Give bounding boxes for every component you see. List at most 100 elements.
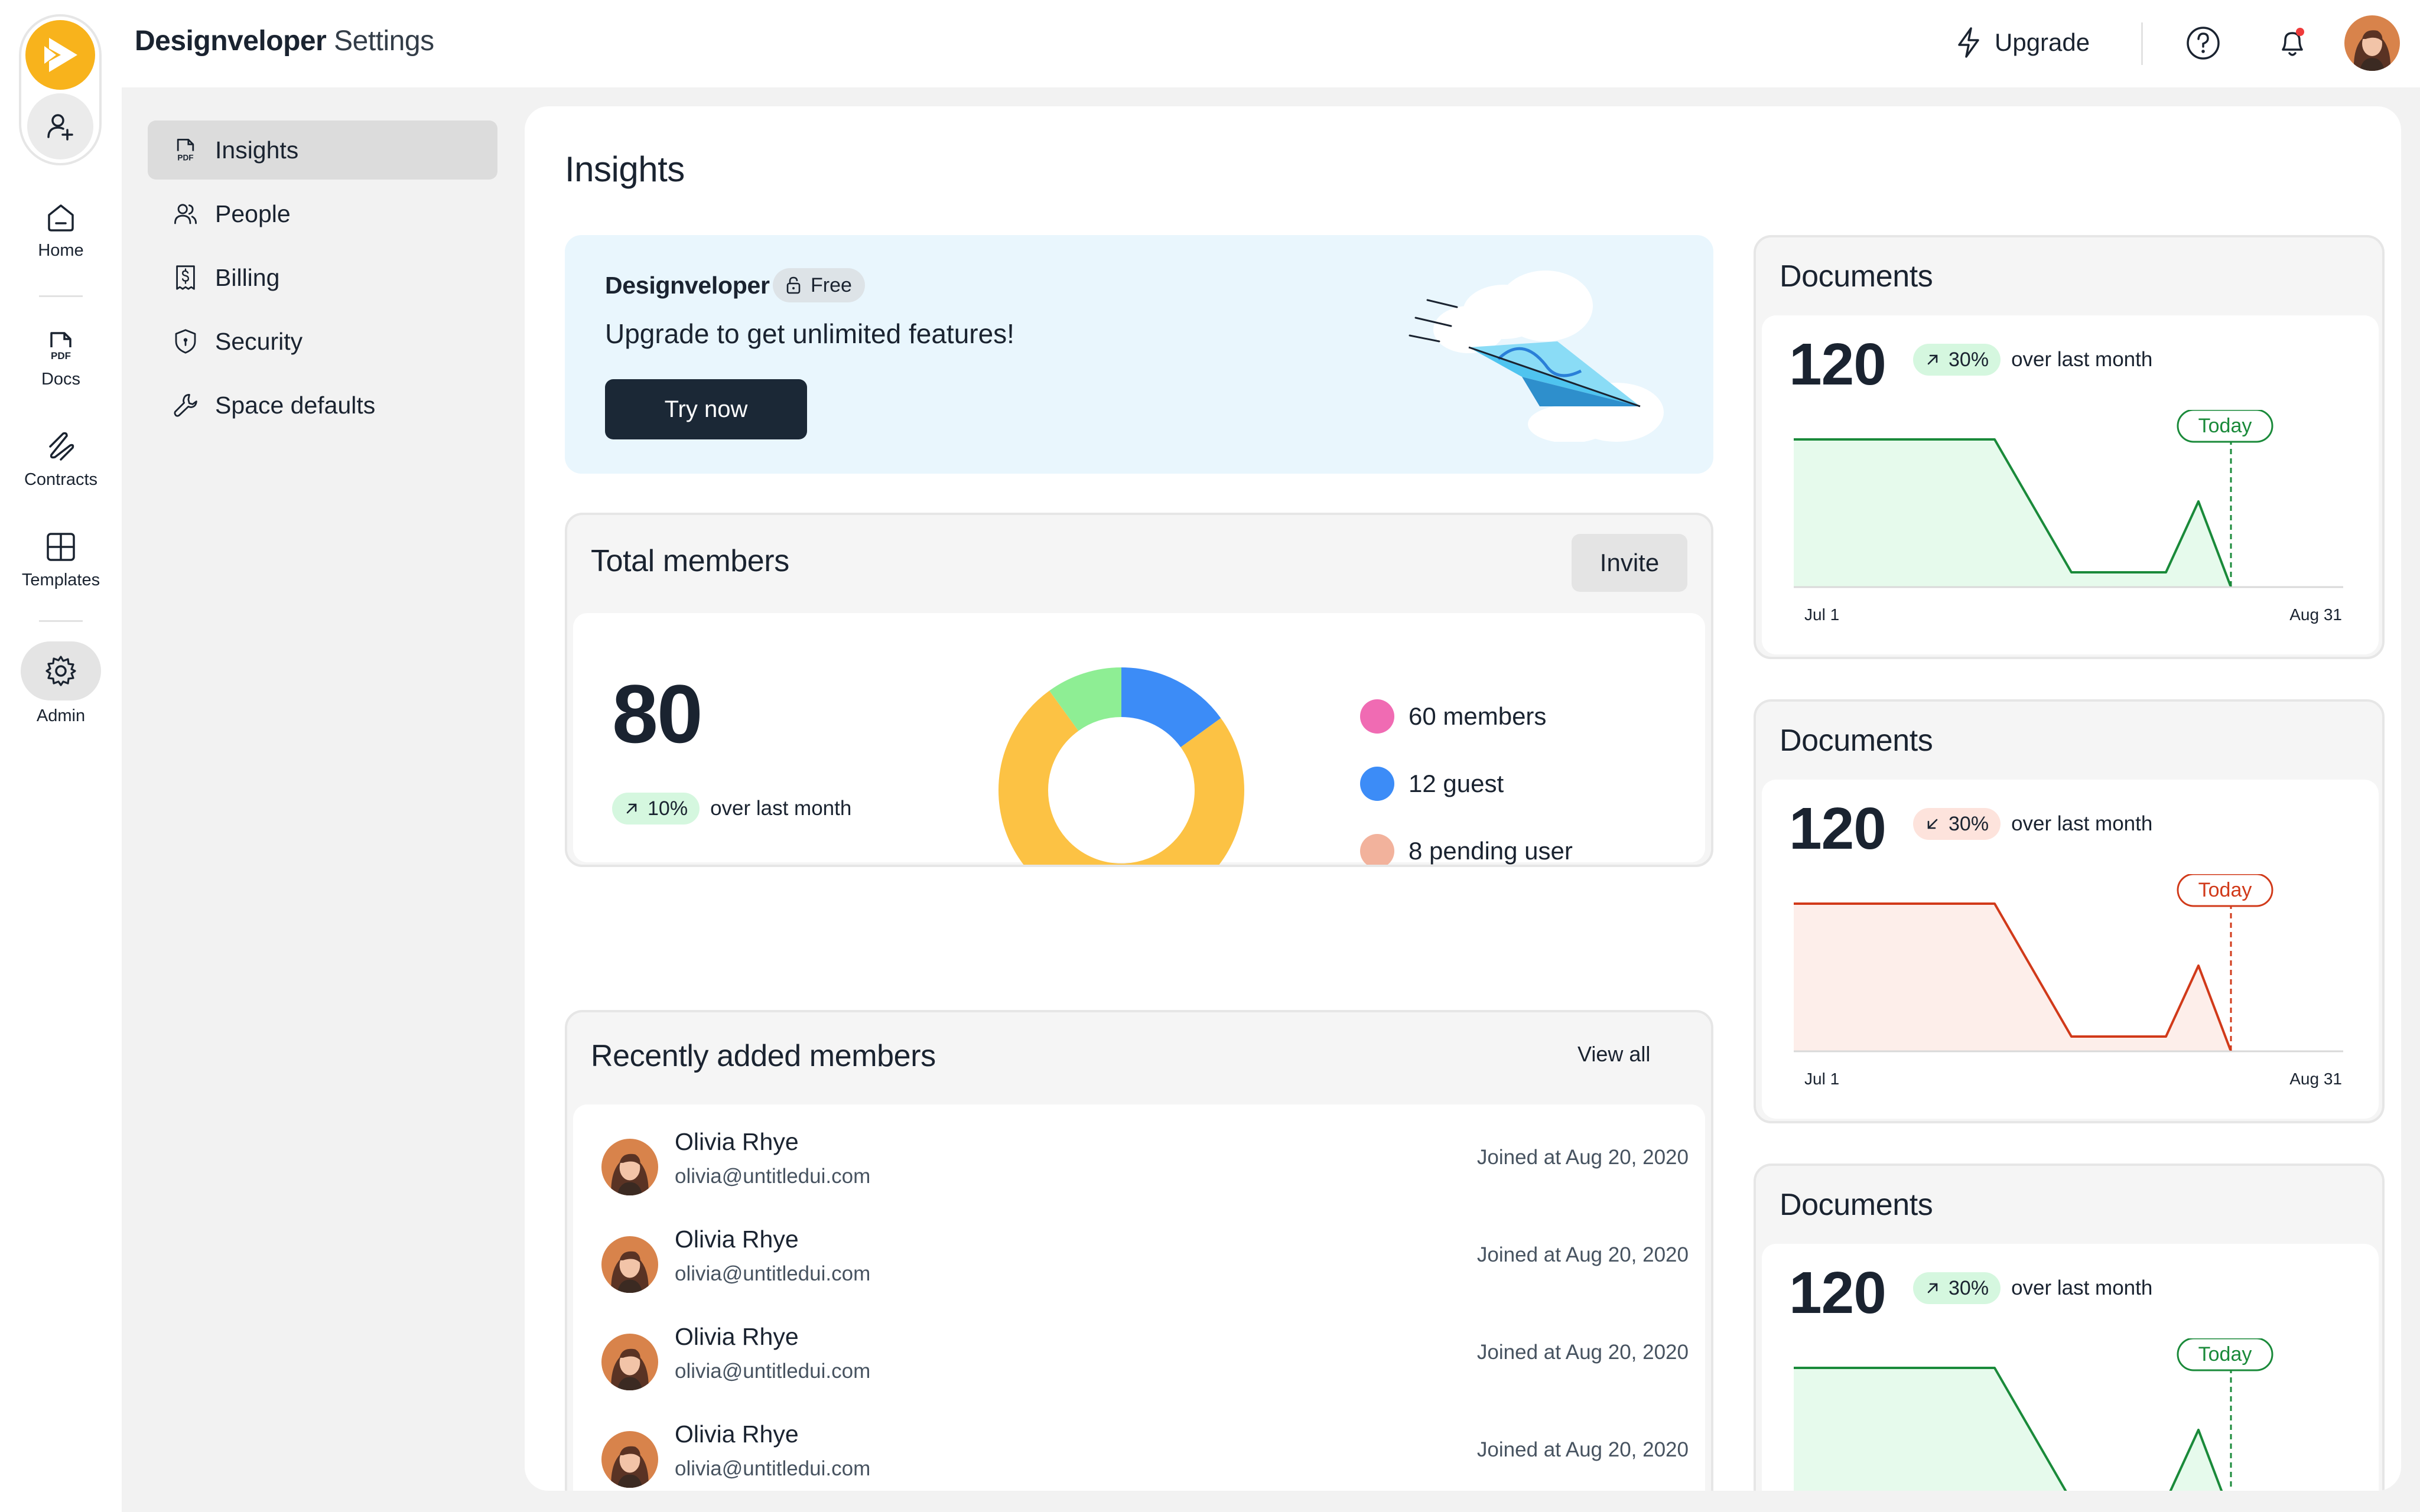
- card-title: Recently added members: [591, 1039, 936, 1073]
- rail-label-home: Home: [38, 241, 84, 260]
- member-row[interactable]: Olivia Rhye olivia@untitledui.com Joined…: [601, 1420, 1689, 1491]
- trend-badge: 30%: [1913, 808, 2001, 840]
- member-row[interactable]: Olivia Rhye olivia@untitledui.com Joined…: [601, 1323, 1689, 1412]
- member-name: Olivia Rhye: [675, 1128, 799, 1155]
- trend-caption: over last month: [2011, 348, 2153, 371]
- card-title: Documents: [1780, 724, 1933, 758]
- lock-icon: [786, 276, 801, 294]
- home-icon: [48, 204, 74, 232]
- chart-line: [1794, 438, 2232, 588]
- settings-nav-label: Billing: [215, 263, 280, 291]
- documents-value: 120: [1789, 796, 1886, 862]
- brand-name: Designveloper: [135, 25, 327, 57]
- member-joined-date: Joined at Aug 20, 2020: [1476, 1438, 1689, 1461]
- rail-item-contracts[interactable]: Contracts: [0, 429, 122, 490]
- trend-caption: over last month: [710, 797, 852, 820]
- try-now-button[interactable]: Try now: [605, 379, 807, 439]
- trend-value: 30%: [1949, 812, 1989, 835]
- x-tick-label: Jul 1: [1804, 1070, 1839, 1088]
- settings-nav-people[interactable]: People: [148, 184, 497, 243]
- page-heading: Designveloper Settings: [135, 25, 434, 57]
- top-header: Designveloper Settings Upgrade: [122, 0, 2420, 87]
- rail-item-templates[interactable]: Templates: [0, 529, 122, 590]
- legend-swatch: [1360, 699, 1394, 734]
- rail-label-templates: Templates: [21, 571, 100, 589]
- donut-segment: [998, 667, 1244, 865]
- trend-indicator: 30% over last month: [1913, 1272, 2152, 1304]
- documents-card: Documents 120 30% over last month Today J…: [1754, 699, 2385, 1123]
- app-rail: Home PDF Docs Contracts Templates Admin: [0, 0, 122, 1512]
- settings-nav-billing[interactable]: Billing: [148, 248, 497, 307]
- x-tick-label: Jul 1: [1804, 605, 1839, 624]
- member-joined-date: Joined at Aug 20, 2020: [1476, 1146, 1689, 1169]
- receipt-icon: [176, 265, 195, 290]
- trend-caption: over last month: [2011, 1276, 2153, 1299]
- trend-value: 30%: [1949, 348, 1989, 371]
- rail-item-home[interactable]: Home: [0, 200, 122, 260]
- settings-nav: PDF Insights People Billing Security Spa…: [122, 87, 523, 1512]
- donut-segment: [998, 667, 1244, 865]
- today-marker-label: Today: [2198, 415, 2252, 437]
- pdf-doc-icon: PDF: [50, 332, 71, 361]
- trend-caption: over last month: [2011, 812, 2153, 835]
- settings-nav-label: Space defaults: [215, 391, 376, 419]
- member-avatar: [601, 1334, 658, 1390]
- settings-nav-label: Security: [215, 327, 303, 355]
- app-logo[interactable]: [25, 20, 95, 90]
- chart-line: [1794, 1367, 2223, 1491]
- settings-nav-insights[interactable]: PDF Insights: [148, 120, 497, 180]
- member-avatar: [601, 1431, 658, 1488]
- svg-text:PDF: PDF: [51, 350, 71, 361]
- member-email: olivia@untitledui.com: [675, 1262, 871, 1285]
- add-user-button[interactable]: [27, 93, 93, 159]
- legend-label: 60 members: [1409, 702, 1547, 730]
- add-user-icon: [47, 114, 73, 141]
- member-avatar: [601, 1139, 658, 1195]
- card-title: Documents: [1780, 259, 1933, 294]
- people-icon: [174, 204, 197, 224]
- x-tick-label: Aug 31: [2289, 605, 2342, 624]
- page-title: Insights: [565, 149, 685, 189]
- help-icon: [2187, 27, 2220, 60]
- settings-nav-space-defaults[interactable]: Space defaults: [148, 376, 497, 435]
- documents-value: 120: [1789, 331, 1886, 397]
- member-email: olivia@untitledui.com: [675, 1165, 871, 1188]
- template-icon: [47, 533, 75, 561]
- svg-text:PDF: PDF: [177, 154, 193, 162]
- member-name: Olivia Rhye: [675, 1420, 799, 1448]
- member-row[interactable]: Olivia Rhye olivia@untitledui.com Joined…: [601, 1128, 1689, 1217]
- rail-label-admin: Admin: [36, 706, 86, 725]
- trend-value: 30%: [1949, 1276, 1989, 1299]
- member-avatar: [601, 1236, 658, 1293]
- signature-icon: [49, 432, 74, 461]
- arrow-up-right-icon: [1927, 1283, 1938, 1293]
- settings-nav-label: People: [215, 200, 291, 227]
- legend-item: 8 pending user: [1360, 834, 1573, 865]
- help-button[interactable]: [2185, 25, 2221, 61]
- gear-icon: [45, 656, 76, 686]
- legend-label: 12 guest: [1409, 770, 1504, 797]
- user-avatar[interactable]: [2344, 15, 2400, 71]
- member-row[interactable]: Olivia Rhye olivia@untitledui.com Joined…: [601, 1226, 1689, 1314]
- view-all-link[interactable]: View all: [1577, 1042, 1651, 1066]
- section-name: Settings: [334, 25, 434, 57]
- notifications-button[interactable]: [2273, 24, 2311, 61]
- rail-label-contracts: Contracts: [24, 470, 98, 489]
- settings-nav-label: Insights: [215, 136, 299, 164]
- upgrade-button[interactable]: Upgrade: [1953, 26, 2090, 59]
- chart-line: [1794, 902, 2232, 1052]
- invite-button[interactable]: Invite: [1572, 534, 1687, 592]
- card-title: Documents: [1780, 1188, 1933, 1222]
- settings-nav-security[interactable]: Security: [148, 312, 497, 371]
- rail-item-admin[interactable]: Admin: [0, 641, 122, 726]
- today-marker-label: Today: [2198, 1343, 2252, 1366]
- paper-plane-illustration: [1409, 271, 1664, 442]
- legend-label: 8 pending user: [1409, 837, 1573, 865]
- rail-item-docs[interactable]: PDF Docs: [0, 328, 122, 389]
- trend-badge: 30%: [1913, 1272, 2001, 1304]
- card-body: 80 10% over last month 60 members: [573, 613, 1705, 865]
- member-name: Olivia Rhye: [675, 1323, 799, 1350]
- arrow-up-right-icon: [1927, 354, 1938, 365]
